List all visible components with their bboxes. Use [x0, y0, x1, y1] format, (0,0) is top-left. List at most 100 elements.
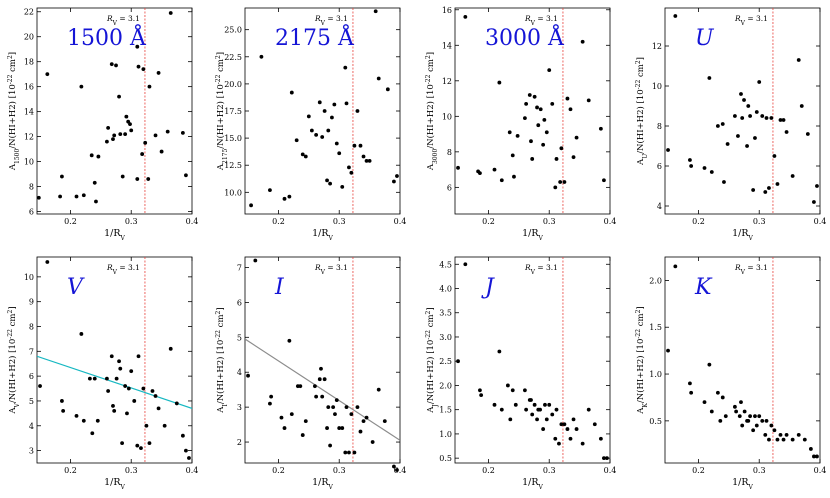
data-point: [748, 414, 752, 419]
data-point: [508, 417, 513, 422]
data-point: [565, 427, 570, 431]
data-point: [370, 440, 375, 444]
data-point: [328, 181, 332, 186]
data-point: [510, 388, 515, 393]
data-point: [344, 405, 349, 410]
y-axis-label: A2175/N(HI+H2) [10-22 cm2]: [215, 52, 229, 171]
data-point: [60, 174, 64, 179]
data-point: [279, 415, 284, 420]
data-point: [497, 80, 502, 85]
data-point: [524, 407, 529, 412]
data-point: [395, 468, 399, 472]
y-tick-label: 14: [442, 41, 452, 50]
y-tick-label: 3: [237, 403, 242, 412]
data-point: [373, 9, 378, 14]
data-point: [592, 422, 597, 427]
data-point: [554, 407, 559, 412]
data-point: [114, 63, 118, 68]
data-point: [337, 151, 342, 156]
data-point: [392, 464, 396, 469]
data-point: [106, 389, 111, 393]
band-label: 2175 Å: [275, 23, 355, 51]
data-point: [523, 116, 527, 121]
data-point: [95, 418, 100, 423]
data-point: [355, 109, 360, 113]
y-tick-label: 14: [24, 108, 34, 117]
data-point: [688, 158, 692, 162]
y-tick-label: 22: [24, 8, 34, 17]
panel-2: 0.2 0.3 0.4 10.0 12.5 15.0 17.5 20.0 22.5 25.0 RV …: [215, 7, 406, 242]
data-point: [159, 149, 164, 154]
data-point: [478, 171, 482, 176]
y-axis-label: AJ/N(HI+H2) [10-22 cm2]: [425, 307, 439, 413]
plot-frame: [454, 7, 611, 215]
data-point: [144, 423, 149, 428]
y-tick-label: 6: [447, 183, 452, 192]
data-point: [314, 394, 319, 399]
data-point: [146, 177, 151, 181]
data-point: [772, 154, 777, 158]
data-point: [751, 188, 756, 192]
data-point: [184, 173, 188, 178]
data-point: [532, 94, 537, 99]
data-point: [796, 433, 801, 437]
data-point: [300, 152, 305, 157]
data-point: [343, 65, 348, 70]
plot-frame: [664, 256, 821, 464]
y-tick-label: 22.5: [224, 53, 242, 62]
data-point: [81, 193, 86, 198]
data-point: [364, 158, 369, 163]
data-point: [118, 366, 123, 371]
data-point: [36, 195, 41, 200]
data-point: [367, 158, 372, 163]
data-point: [289, 412, 294, 417]
data-point: [129, 369, 134, 374]
band-label: K: [694, 275, 713, 300]
data-point: [529, 139, 533, 144]
y-tick-label: 12.5: [224, 161, 242, 170]
data-point: [268, 188, 272, 193]
x-tick-label: 0.3: [753, 217, 766, 226]
y-tick-label: 7: [237, 263, 242, 272]
data-point: [456, 359, 460, 364]
band-label: 1500 Å: [67, 23, 147, 51]
data-point: [364, 415, 369, 420]
data-point: [574, 135, 579, 140]
rv-label: RV = 3.1: [734, 263, 768, 276]
data-point: [96, 154, 101, 159]
data-point: [125, 411, 129, 416]
data-point: [334, 398, 339, 403]
y-tick-label: 10: [652, 82, 662, 91]
data-point: [118, 132, 123, 136]
data-point: [769, 423, 774, 428]
x-tick-label: 0.4: [394, 466, 407, 475]
data-point: [74, 413, 79, 418]
y-tick-label: 3.5: [439, 309, 452, 318]
band-label: U: [695, 26, 715, 51]
data-point: [352, 143, 357, 148]
y-tick-label: 2.0: [649, 276, 662, 285]
data-point: [557, 441, 561, 446]
band-label: J: [481, 275, 495, 300]
data-point: [565, 96, 570, 101]
x-tick-label: 0.3: [753, 466, 766, 475]
data-point: [568, 436, 573, 441]
data-point: [746, 418, 751, 423]
y-tick-label: 8: [29, 183, 34, 192]
data-point: [723, 414, 728, 419]
fit-line: [37, 355, 192, 409]
data-point: [796, 58, 801, 62]
y-tick-label: 5: [29, 397, 34, 406]
x-tick-label: 0.2: [272, 466, 285, 475]
data-point: [775, 182, 780, 186]
data-point: [499, 178, 504, 183]
data-point: [287, 338, 292, 343]
data-point: [117, 94, 121, 99]
y-tick-label: 6: [29, 372, 34, 381]
rv-label: RV = 3.1: [524, 14, 558, 27]
data-point: [287, 194, 292, 199]
data-point: [81, 418, 86, 423]
x-tick-label: 0.2: [482, 217, 495, 226]
plot-frame: [36, 256, 193, 464]
